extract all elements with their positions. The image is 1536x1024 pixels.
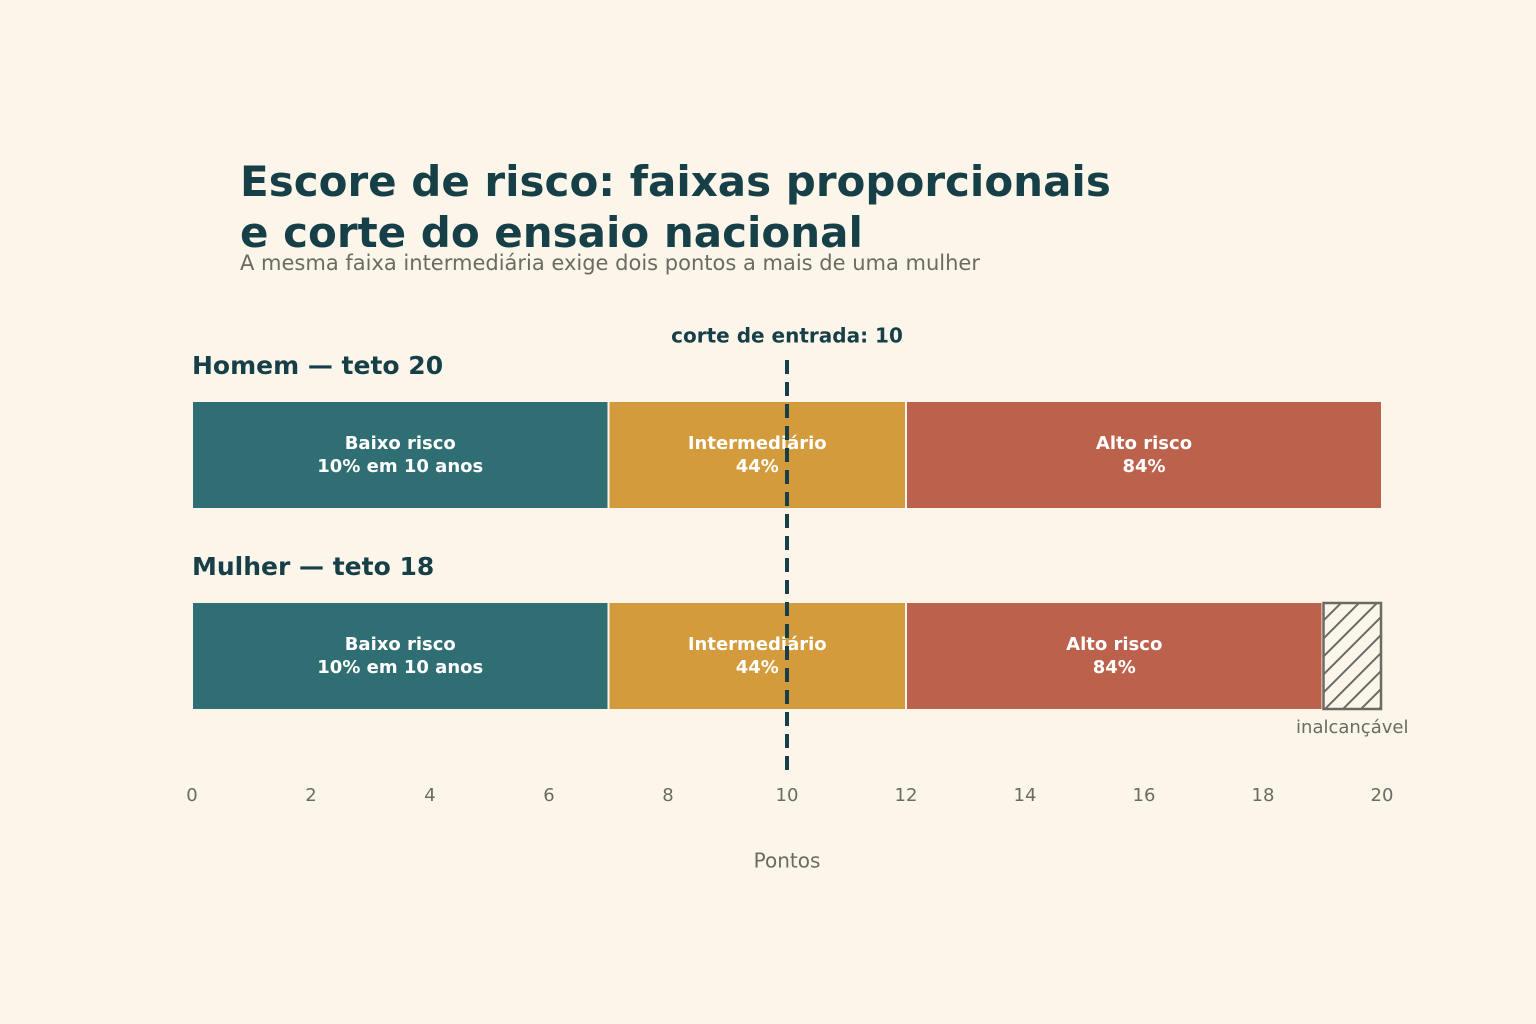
x-tick-label: 12 (895, 785, 918, 806)
segment-value-label: 84% (1093, 657, 1136, 678)
segment-label: Baixo risco (345, 634, 456, 655)
unreachable-label: inalcançável (1296, 717, 1408, 738)
row-label: Homem — teto 20 (192, 351, 443, 380)
segment-value-label: 84% (1122, 456, 1165, 477)
cutoff-marker: corte de entrada: 10 (671, 324, 903, 778)
bar-segment (907, 603, 1322, 709)
x-tick-label: 14 (1014, 785, 1037, 806)
segment-label: Alto risco (1066, 634, 1162, 655)
bar-segment (907, 402, 1381, 508)
bar-segment (609, 402, 905, 508)
segment-value-label: 10% em 10 anos (317, 657, 483, 678)
segment-value-label: 10% em 10 anos (317, 456, 483, 477)
unreachable-segment (1322, 601, 1383, 711)
x-tick-label: 10 (776, 785, 799, 806)
x-tick-label: 16 (1133, 785, 1156, 806)
segment-value-label: 44% (736, 456, 779, 477)
cutoff-label: corte de entrada: 10 (671, 324, 903, 348)
segment-label: Baixo risco (345, 433, 456, 454)
bar-segment (193, 603, 608, 709)
x-axis-label: Pontos (754, 849, 821, 873)
x-axis: 0 2 4 6 8 10 12 14 16 18 20 Pontos (186, 785, 1393, 873)
chart-title: Escore de risco: faixas proporcionais e … (240, 156, 1111, 258)
chart-subtitle: A mesma faixa intermediária exige dois p… (240, 251, 980, 275)
bar-segment (609, 603, 905, 709)
chart-title-line-1: Escore de risco: faixas proporcionais (240, 157, 1111, 206)
x-tick-label: 6 (543, 785, 554, 806)
x-tick-label: 20 (1371, 785, 1394, 806)
x-tick-label: 18 (1252, 785, 1275, 806)
x-tick-label: 4 (424, 785, 435, 806)
x-tick-label: 8 (662, 785, 673, 806)
segment-label: Intermediário (688, 433, 827, 454)
segment-label: Intermediário (688, 634, 827, 655)
segment-label: Alto risco (1096, 433, 1192, 454)
segment-value-label: 44% (736, 657, 779, 678)
x-tick-label: 0 (186, 785, 197, 806)
chart-title-line-2: e corte do ensaio nacional (240, 208, 863, 257)
x-tick-label: 2 (305, 785, 316, 806)
row-label: Mulher — teto 18 (192, 552, 434, 581)
bar-segment (193, 402, 608, 508)
